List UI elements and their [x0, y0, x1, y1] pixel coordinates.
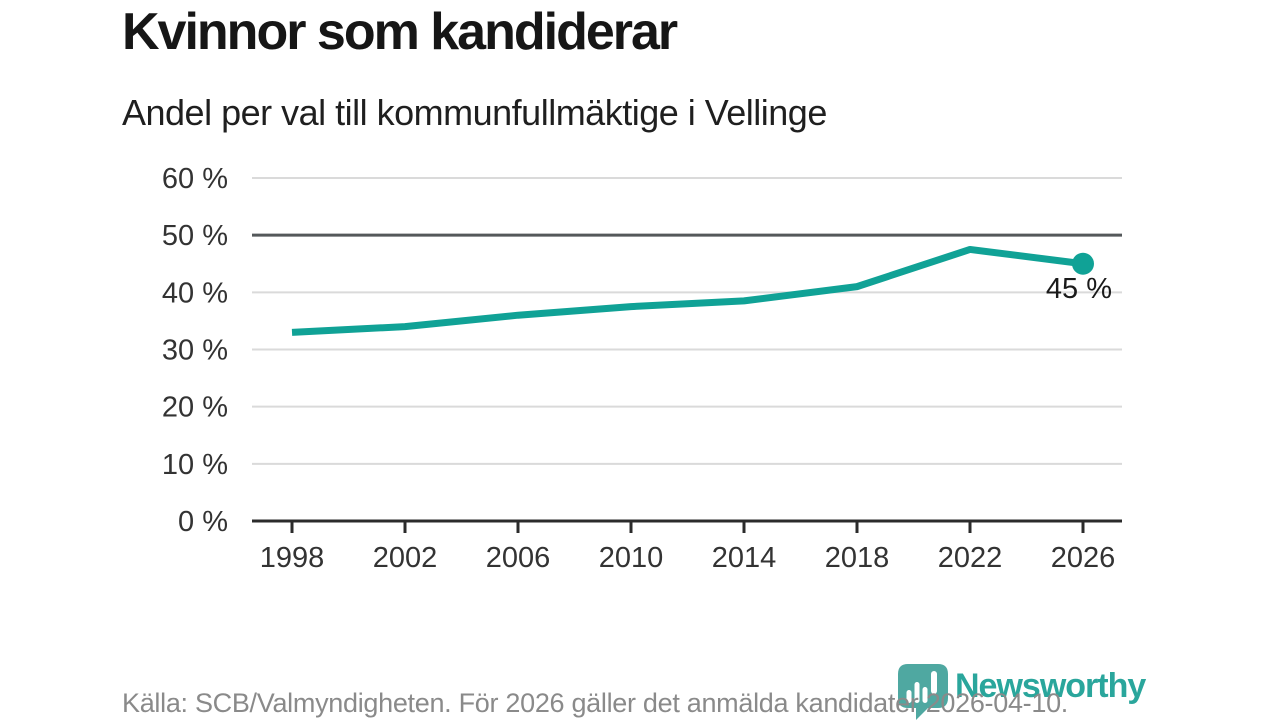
newsworthy-wordmark: Newsworthy — [955, 667, 1146, 705]
x-tick-label: 2026 — [1051, 542, 1116, 574]
y-tick-label: 0 % — [178, 506, 228, 538]
bar-chart-bar-1 — [906, 690, 912, 703]
y-tick-label: 50 % — [162, 220, 228, 252]
bar-chart-bar-3 — [922, 687, 928, 703]
newsworthy-logo: Newsworthy — [898, 664, 1146, 720]
y-tick-label: 20 % — [162, 392, 228, 424]
y-tick-label: 10 % — [162, 449, 228, 481]
newsworthy-pin-icon — [898, 664, 948, 720]
y-tick-label: 60 % — [162, 163, 228, 195]
end-value-label: 45 % — [1046, 273, 1112, 305]
x-tick-label: 1998 — [260, 542, 325, 574]
y-tick-label: 40 % — [162, 277, 228, 309]
x-tick-label: 2006 — [486, 542, 551, 574]
end-point-marker — [1072, 252, 1094, 275]
x-tick-label: 2022 — [938, 542, 1003, 574]
x-tick-label: 2014 — [712, 542, 777, 574]
y-tick-label: 30 % — [162, 335, 228, 367]
bar-chart-bar-4 — [931, 671, 937, 694]
source-note: Källa: SCB/Valmyndigheten. För 2026 gäll… — [122, 688, 1069, 718]
data-line — [291, 245, 1084, 336]
x-tick-label: 2010 — [599, 542, 664, 574]
chart-title: Kvinnor som kandiderar — [122, 3, 678, 61]
x-tick-label: 2002 — [373, 542, 438, 574]
bar-chart-bar-2 — [914, 682, 920, 703]
x-tick-label: 2018 — [825, 542, 890, 574]
chart-subtitle: Andel per val till kommunfullmäktige i V… — [122, 92, 827, 133]
